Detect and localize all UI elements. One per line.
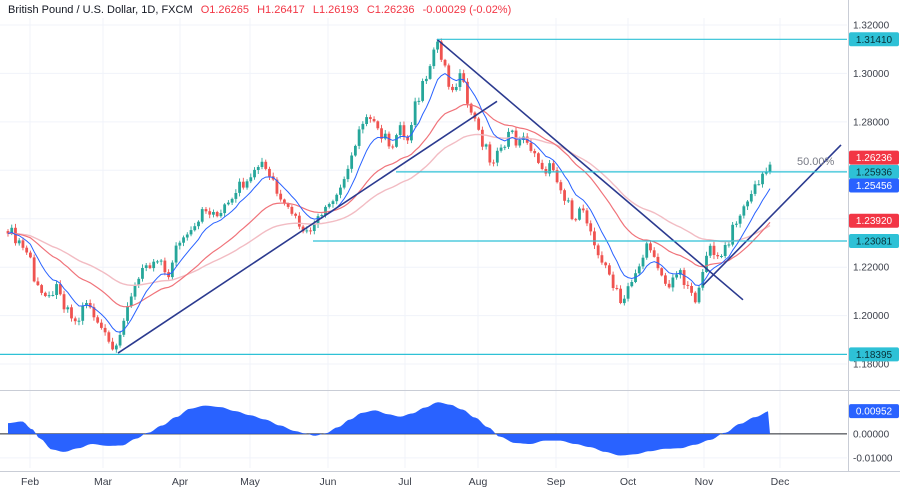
fib-50-label: 50.00% bbox=[797, 156, 835, 168]
svg-text:1.25456: 1.25456 bbox=[856, 181, 893, 192]
svg-text:Apr: Apr bbox=[172, 476, 189, 488]
price-label-1.23081: 1.23081 bbox=[849, 234, 899, 248]
svg-text:1.23081: 1.23081 bbox=[856, 237, 893, 248]
svg-text:Nov: Nov bbox=[695, 476, 714, 488]
price-scale[interactable]: 1.32000 1.30000 1.28000 1.22000 1.20000 1.180… bbox=[853, 21, 893, 465]
svg-text:Jul: Jul bbox=[398, 476, 411, 488]
svg-text:0.00952: 0.00952 bbox=[856, 407, 893, 418]
trend-line-2[interactable] bbox=[436, 38, 744, 301]
ma-line-55[interactable] bbox=[7, 133, 771, 286]
svg-text:1.23920: 1.23920 bbox=[856, 216, 893, 227]
svg-text:Feb: Feb bbox=[21, 476, 39, 488]
indicator-value-label: 0.00952 bbox=[849, 404, 899, 419]
svg-text:1.18395: 1.18395 bbox=[856, 350, 893, 361]
ohlc-open: O1.26265 bbox=[200, 4, 250, 16]
price-label-1.26236: 1.26236 bbox=[849, 150, 899, 165]
indicator-area[interactable] bbox=[8, 402, 770, 456]
svg-text:1.25936: 1.25936 bbox=[856, 167, 893, 178]
svg-text:1.30000: 1.30000 bbox=[853, 69, 890, 80]
svg-text:1.22000: 1.22000 bbox=[853, 263, 890, 274]
price-label-1.31410: 1.31410 bbox=[849, 32, 899, 47]
trend-line-1[interactable] bbox=[117, 100, 498, 354]
grid bbox=[0, 18, 847, 468]
svg-text:Aug: Aug bbox=[469, 476, 488, 488]
symbol-title[interactable]: British Pound / U.S. Dollar, 1D, FXCM bbox=[8, 4, 193, 16]
svg-text:Sep: Sep bbox=[547, 476, 566, 488]
svg-text:Jun: Jun bbox=[320, 476, 337, 488]
time-scale[interactable]: Feb Mar Apr May Jun Jul Aug Sep Oct Nov Dec bbox=[21, 476, 789, 488]
svg-text:1.26236: 1.26236 bbox=[856, 153, 893, 164]
ma-line-28[interactable] bbox=[7, 104, 771, 308]
ohlc-close: C1.26236 bbox=[366, 4, 415, 16]
ohlc-high: H1.26417 bbox=[257, 4, 305, 16]
svg-text:0.00000: 0.00000 bbox=[853, 429, 890, 440]
chart-legend[interactable]: British Pound / U.S. Dollar, 1D, FXCM O1… bbox=[8, 4, 511, 16]
svg-text:1.32000: 1.32000 bbox=[853, 21, 890, 32]
price-label-1.23920: 1.23920 bbox=[849, 213, 899, 228]
price-label-1.25936: 1.25936 bbox=[849, 164, 899, 179]
svg-text:1.28000: 1.28000 bbox=[853, 117, 890, 128]
svg-text:1.20000: 1.20000 bbox=[853, 311, 890, 322]
svg-text:Mar: Mar bbox=[94, 476, 113, 488]
price-label-1.25456: 1.25456 bbox=[849, 178, 899, 193]
ma-line-9[interactable] bbox=[7, 73, 771, 333]
svg-text:-0.01000: -0.01000 bbox=[853, 453, 893, 464]
price-label-1.18395: 1.18395 bbox=[849, 347, 899, 362]
ohlc-low: L1.26193 bbox=[312, 4, 359, 16]
change-value: -0.00029 (-0.02%) bbox=[422, 4, 512, 16]
svg-text:1.18000: 1.18000 bbox=[853, 360, 890, 371]
svg-text:1.31410: 1.31410 bbox=[856, 35, 893, 46]
svg-text:Dec: Dec bbox=[771, 476, 790, 488]
svg-text:May: May bbox=[240, 476, 261, 488]
svg-text:Oct: Oct bbox=[620, 476, 636, 488]
trend-line-3[interactable] bbox=[702, 144, 842, 286]
